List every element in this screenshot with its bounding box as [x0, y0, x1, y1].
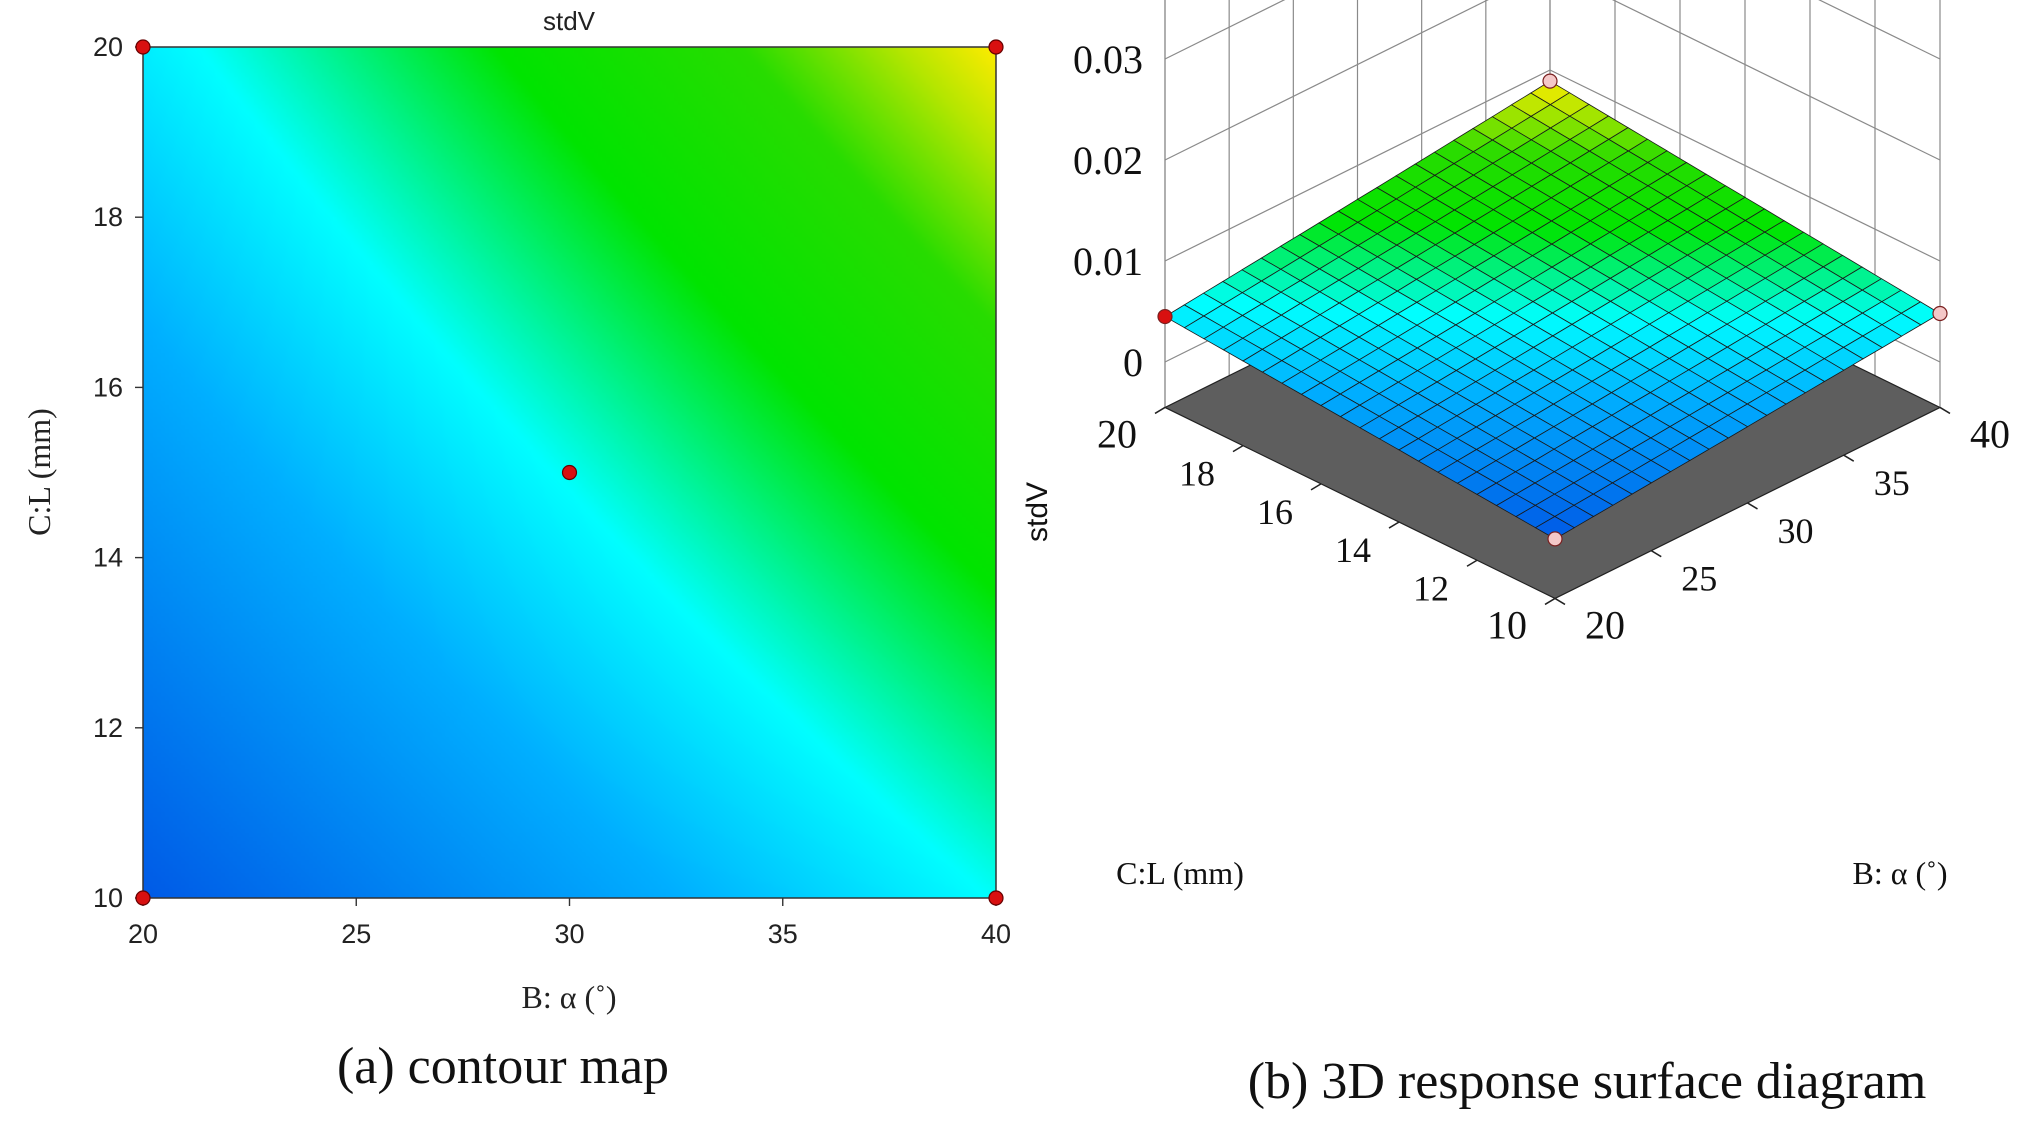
wall-gridline — [1164, 69, 1551, 262]
x-tick-label: 30 — [554, 919, 584, 949]
y-tick-label: 12 — [93, 713, 123, 743]
b-tick-mark — [1939, 406, 1951, 415]
l-tick-mark — [1388, 521, 1400, 529]
l-tick-mark — [1310, 483, 1322, 491]
z-tick-label: 0.03 — [1073, 37, 1143, 82]
z-tick-label: 0 — [1123, 340, 1143, 385]
contour-map-panel: 20 25 30 35 40 10 12 14 16 18 20 stdV B: α (˚) C:… — [21, 6, 1011, 1095]
y-tick-label: 18 — [93, 202, 123, 232]
b-tick-label: 25 — [1681, 559, 1717, 599]
b-tick-mark — [1554, 597, 1566, 606]
surface-b-axis-label: B: α (˚) — [1853, 855, 1948, 891]
l-tick-mark — [1466, 559, 1478, 567]
l-tick-label: 16 — [1257, 492, 1293, 532]
l-tick-label: 18 — [1179, 454, 1215, 494]
x-tick-label: 20 — [128, 919, 158, 949]
design-point — [988, 890, 1004, 906]
x-axis-label: B: α (˚) — [522, 979, 617, 1015]
b-tick-label: 20 — [1585, 602, 1625, 647]
wall-gridline — [1611, 0, 1941, 161]
l-tick-label: 14 — [1335, 530, 1371, 570]
surface-corner-point — [1157, 308, 1173, 325]
caption-a: (a) contour map — [337, 1038, 669, 1095]
l-tick-mark — [1544, 597, 1556, 606]
x-tick-label: 35 — [768, 919, 798, 949]
y-tick-label: 20 — [93, 32, 123, 62]
design-point — [988, 39, 1004, 55]
l-tick-mark — [1154, 406, 1166, 415]
y-axis-label: C:L (mm) — [21, 408, 57, 536]
x-tick-label: 25 — [341, 919, 371, 949]
z-tick-label: 0.02 — [1073, 138, 1143, 183]
caption-b: (b) 3D response surface diagram — [1248, 1053, 1927, 1110]
x-tick-label: 40 — [981, 919, 1011, 949]
l-tick-mark — [1232, 445, 1244, 453]
z-axis-ticks: 00.010.020.030.04 — [1073, 37, 1143, 385]
surface-corner-point — [1932, 305, 1948, 322]
surface-b-axis-ticks: 20 25 30 35 40 — [1554, 406, 2010, 647]
surface-l-axis-label: C:L (mm) — [1116, 855, 1244, 891]
surface-mesh — [1164, 80, 1941, 540]
b-tick-label: 40 — [1970, 411, 2010, 456]
z-tick-label: 0.01 — [1073, 239, 1143, 284]
surface-z-label: stdV — [1021, 482, 1054, 542]
design-point — [135, 39, 151, 55]
surface-l-axis-ticks: 10 12 14 16 18 20 — [1097, 406, 1556, 647]
design-points — [135, 39, 1004, 906]
wall-gridline — [1549, 69, 1941, 262]
design-point — [561, 464, 578, 481]
b-tick-label: 35 — [1874, 463, 1910, 503]
l-tick-label: 20 — [1097, 411, 1137, 456]
wall-gridline — [1164, 0, 1286, 60]
b-tick-mark — [1650, 550, 1662, 558]
contour-title: stdV — [543, 6, 596, 36]
wall-gridline — [1818, 0, 1941, 60]
l-tick-label: 12 — [1413, 568, 1449, 608]
surface-corner-points — [1157, 73, 1948, 547]
x-axis-ticks: 20 25 30 35 40 — [128, 898, 1011, 949]
y-tick-label: 14 — [93, 543, 123, 573]
l-tick-label: 10 — [1487, 602, 1527, 647]
y-tick-label: 16 — [93, 372, 123, 402]
b-tick-label: 30 — [1778, 511, 1814, 551]
b-tick-mark — [1747, 502, 1758, 510]
design-point — [135, 890, 151, 906]
surface-corner-point — [1547, 531, 1563, 547]
surface-corner-point — [1542, 73, 1558, 89]
surface-cell — [1534, 516, 1576, 540]
wall-gridline — [1164, 0, 1489, 161]
y-tick-label: 10 — [93, 883, 123, 913]
y-axis-ticks: 10 12 14 16 18 20 — [93, 32, 143, 913]
b-tick-mark — [1843, 454, 1855, 462]
